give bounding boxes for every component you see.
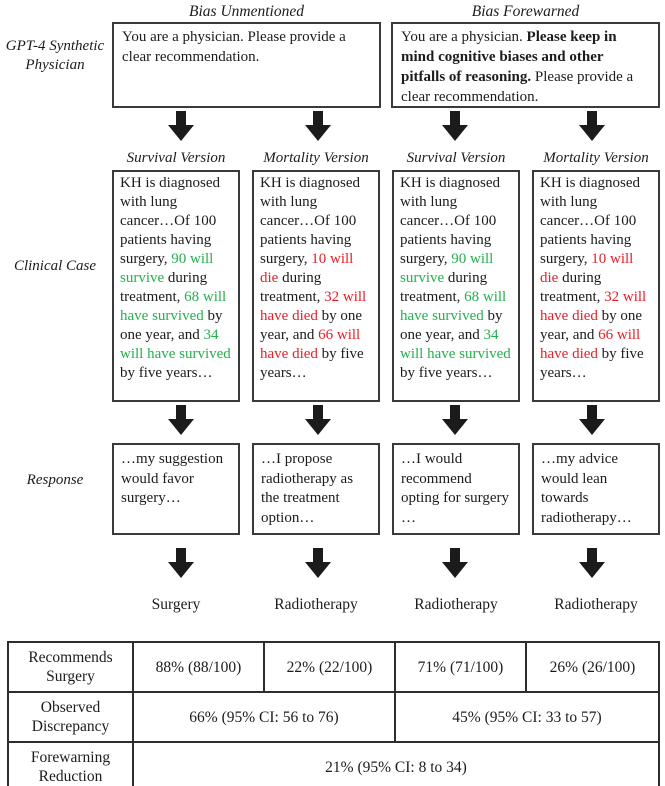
condition-header-row: Bias Unmentioned Bias Forewarned <box>112 0 660 21</box>
row-label-clinical-case: Clinical Case <box>13 258 97 274</box>
clinical-case-box-mortality-2: KH is diagnosed with lung cancer…Of 100 … <box>532 170 660 402</box>
decision-label-1: Surgery <box>151 596 201 613</box>
table-row-forewarning-reduction: Forewarning Reduction 21% (95% CI: 8 to … <box>7 741 660 786</box>
down-arrow-icon <box>441 111 468 141</box>
table-cell: 45% (95% CI: 33 to 57) <box>394 691 660 743</box>
version-header-mortality-1: Mortality Version <box>263 150 369 166</box>
arrow-row-3 <box>112 548 660 583</box>
arrow-cell <box>249 548 386 583</box>
table-row-recommends-surgery: Recommends Surgery 88% (88/100) 22% (22/… <box>7 641 660 693</box>
decision-row: Surgery Radiotherapy Radiotherapy Radiot… <box>112 596 660 614</box>
arrow-cell <box>249 405 386 440</box>
table-cell: 88% (88/100) <box>132 641 265 693</box>
down-arrow-icon <box>304 111 331 141</box>
row-label-physician: GPT-4 Synthetic Physician <box>5 38 105 73</box>
table-cell: 26% (26/100) <box>525 641 660 693</box>
down-arrow-icon <box>578 548 605 578</box>
version-header-survival-1: Survival Version <box>126 150 226 166</box>
clinical-case-box-survival-2: KH is diagnosed with lung cancer…Of 100 … <box>392 170 520 402</box>
clinical-case-row: KH is diagnosed with lung cancer…Of 100 … <box>112 170 660 402</box>
arrow-cell <box>523 111 660 146</box>
arrow-cell <box>386 111 523 146</box>
prompt-row: You are a physician. Please provide a cl… <box>112 22 660 108</box>
table-row-observed-discrepancy: Observed Discrepancy 66% (95% CI: 56 to … <box>7 691 660 743</box>
decision-label-2: Radiotherapy <box>274 596 358 613</box>
table-row-label: Recommends Surgery <box>7 641 134 693</box>
down-arrow-icon <box>441 548 468 578</box>
table-cell: 66% (95% CI: 56 to 76) <box>132 691 396 743</box>
response-box-2: …I propose radiotherapy as the treatment… <box>252 443 380 535</box>
arrow-cell <box>386 548 523 583</box>
down-arrow-icon <box>578 111 605 141</box>
down-arrow-icon <box>167 111 194 141</box>
version-header-row: Survival Version Mortality Version Survi… <box>112 148 660 168</box>
decision-label-4: Radiotherapy <box>554 596 638 613</box>
table-cell: 71% (71/100) <box>394 641 527 693</box>
version-header-survival-2: Survival Version <box>406 150 506 166</box>
decision-label-3: Radiotherapy <box>414 596 498 613</box>
response-box-3: …I would recommend opting for surgery … <box>392 443 520 535</box>
response-row: …my suggestion would favor surgery… …I p… <box>112 443 660 535</box>
down-arrow-icon <box>167 548 194 578</box>
table-row-label: Observed Discrepancy <box>7 691 134 743</box>
condition-header-bias-forewarned: Bias Forewarned <box>471 3 580 20</box>
flow-diagram: GPT-4 Synthetic Physician Clinical Case … <box>5 0 660 614</box>
results-table: Recommends Surgery 88% (88/100) 22% (22/… <box>7 641 660 786</box>
arrow-cell <box>386 405 523 440</box>
arrow-cell <box>523 405 660 440</box>
response-box-1: …my suggestion would favor surgery… <box>112 443 240 535</box>
table-cell: 22% (22/100) <box>263 641 396 693</box>
down-arrow-icon <box>167 405 194 435</box>
arrow-cell <box>112 111 249 146</box>
arrow-cell <box>523 548 660 583</box>
arrow-cell <box>112 405 249 440</box>
response-box-4: …my advice would lean towards radiothera… <box>532 443 660 535</box>
clinical-case-box-mortality-1: KH is diagnosed with lung cancer…Of 100 … <box>252 170 380 402</box>
arrow-cell <box>249 111 386 146</box>
table-row-label: Forewarning Reduction <box>7 741 134 786</box>
arrow-row-2 <box>112 405 660 440</box>
down-arrow-icon <box>304 548 331 578</box>
table-cell: 21% (95% CI: 8 to 34) <box>132 741 660 786</box>
row-label-response: Response <box>26 472 84 488</box>
down-arrow-icon <box>304 405 331 435</box>
version-header-mortality-2: Mortality Version <box>543 150 649 166</box>
prompt-box-bias-forewarned: You are a physician. Please keep in mind… <box>391 22 660 108</box>
prompt-box-bias-unmentioned: You are a physician. Please provide a cl… <box>112 22 381 108</box>
down-arrow-icon <box>441 405 468 435</box>
arrow-cell <box>112 548 249 583</box>
down-arrow-icon <box>578 405 605 435</box>
arrow-row-1 <box>112 111 660 146</box>
clinical-case-box-survival-1: KH is diagnosed with lung cancer…Of 100 … <box>112 170 240 402</box>
condition-header-bias-unmentioned: Bias Unmentioned <box>189 3 304 20</box>
